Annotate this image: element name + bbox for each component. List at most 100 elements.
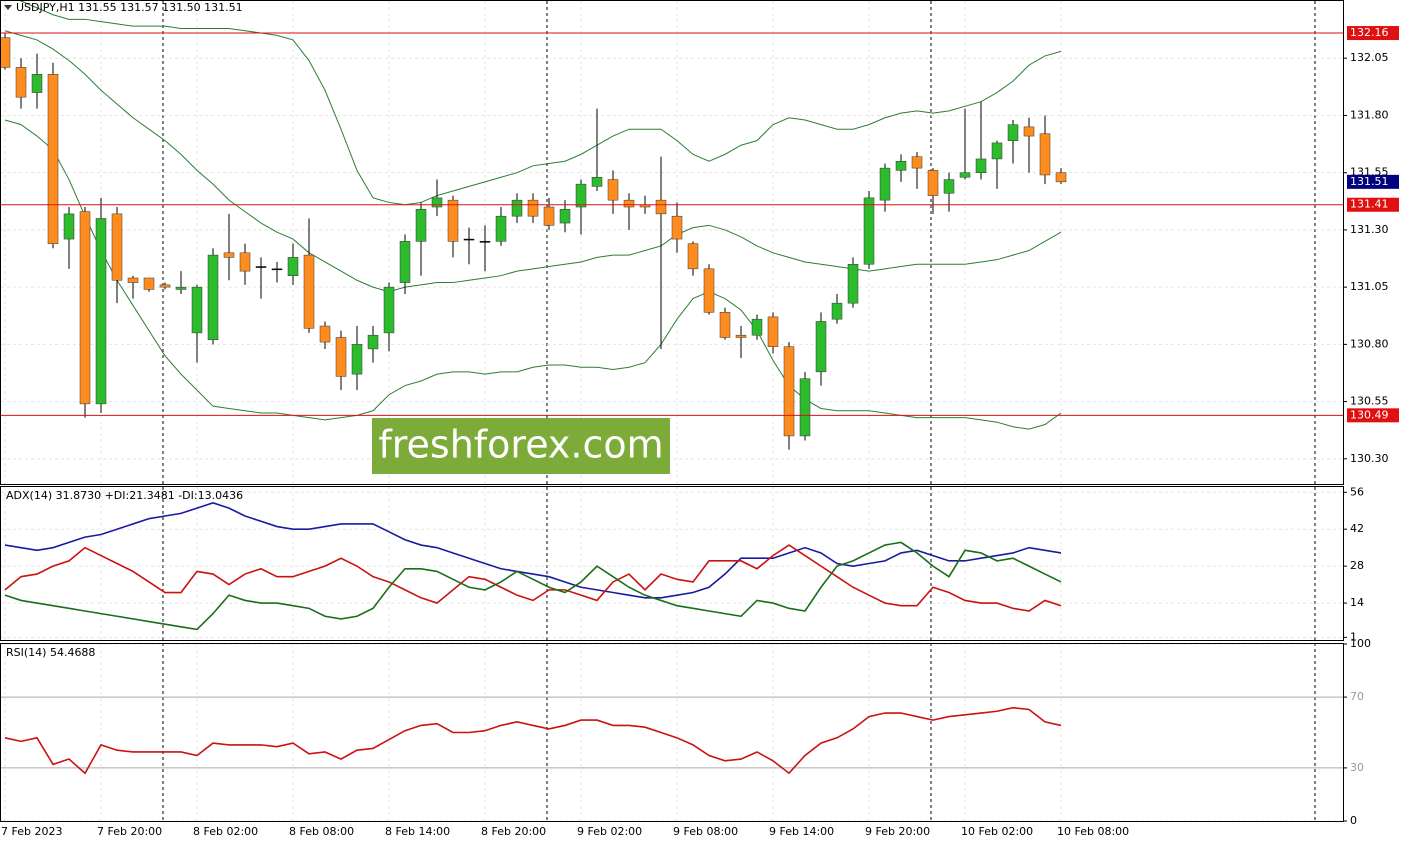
candle-body (367, 334, 379, 350)
y-tick-label: 30 (1350, 761, 1364, 774)
adx-title: ADX(14) 31.8730 +DI:21.3481 -DI:13.0436 (6, 489, 243, 502)
panel-content (1, 491, 1343, 638)
candle-body (719, 312, 731, 338)
candle-body (927, 170, 939, 196)
candle-body (319, 325, 331, 343)
candle-body (735, 334, 747, 338)
chart-title: USDJPY,H1 131.55 131.57 131.50 131.51 (16, 1, 243, 14)
panel-content (1, 644, 1343, 821)
candle-body (127, 277, 139, 283)
series-line (4, 30, 1062, 293)
candle-body (239, 252, 251, 272)
candle-body (511, 199, 523, 217)
last-price-tag (1347, 174, 1399, 189)
candle-body (943, 179, 955, 194)
candle-body (15, 67, 27, 98)
candle-body (607, 179, 619, 201)
y-tick-label: 131.30 (1350, 223, 1389, 236)
y-tick-label: 100 (1350, 637, 1371, 650)
candle-body (879, 167, 891, 201)
y-tick-label: 131.05 (1350, 280, 1389, 293)
candle-body (783, 346, 795, 437)
candle-body (383, 286, 395, 334)
candle-body (1007, 124, 1019, 141)
last-price-label: 131.51 (1350, 175, 1389, 188)
candle-body (559, 209, 571, 224)
rsi-panel (0, 643, 1344, 822)
candle-body (415, 209, 427, 242)
series-line (20, 1, 1062, 206)
x-tick-label: 8 Feb 20:00 (481, 825, 546, 838)
y-tick-label: 1 (1350, 630, 1357, 643)
candle-body (287, 257, 299, 276)
series-line (4, 544, 1062, 612)
candle-body (863, 197, 875, 265)
y-tick-label: 132.05 (1350, 51, 1389, 64)
level-label: 131.41 (1350, 198, 1389, 211)
candle-body (911, 156, 923, 169)
watermark-box (372, 418, 670, 474)
y-tick-label: 131.80 (1350, 108, 1389, 121)
x-tick-label: 8 Feb 08:00 (289, 825, 354, 838)
x-tick-label: 8 Feb 02:00 (193, 825, 258, 838)
candle-body (95, 218, 107, 405)
candle-body (191, 286, 203, 334)
candle-body (447, 199, 459, 242)
candle-body (655, 199, 667, 215)
candle-body (767, 316, 779, 347)
symbol-icon (4, 5, 12, 10)
candle-body (687, 243, 699, 270)
candle-body (959, 172, 971, 178)
candle-body (895, 160, 907, 171)
candle-body (831, 302, 843, 320)
candle-body (991, 142, 1003, 160)
candle-body (63, 213, 75, 240)
candle-body (479, 241, 491, 243)
series-line (4, 119, 1062, 430)
candle-body (623, 199, 635, 208)
series-line (4, 541, 1062, 631)
candle-body (463, 238, 475, 241)
candle-body (543, 206, 555, 226)
y-tick-label: 42 (1350, 522, 1364, 535)
candle-body (1039, 133, 1051, 176)
x-tick-label: 10 Feb 02:00 (961, 825, 1033, 838)
candle-body (47, 74, 59, 244)
y-tick-label: 130.55 (1350, 395, 1389, 408)
level-tag (1347, 408, 1399, 423)
level-label: 130.49 (1350, 408, 1389, 421)
x-tick-label: 7 Feb 20:00 (97, 825, 162, 838)
y-tick-label: 130.80 (1350, 337, 1389, 350)
candle-body (351, 344, 363, 375)
candle-body (1, 37, 11, 68)
x-tick-label: 10 Feb 08:00 (1057, 825, 1129, 838)
candle-body (751, 318, 763, 336)
candle-body (207, 254, 219, 341)
candle-body (847, 263, 859, 304)
candle-body (79, 211, 91, 405)
candle-body (159, 284, 171, 288)
x-tick-label: 9 Feb 08:00 (673, 825, 738, 838)
y-tick-label: 70 (1350, 690, 1364, 703)
candle-body (111, 213, 123, 281)
y-tick-label: 130.30 (1350, 452, 1389, 465)
candle-body (175, 286, 187, 290)
candle-body (431, 197, 443, 208)
level-tag (1347, 197, 1399, 212)
watermark: freshforex.com (378, 423, 663, 467)
candle-body (575, 183, 587, 208)
y-tick-label: 56 (1350, 485, 1364, 498)
candle-body (527, 199, 539, 217)
candle-body (1023, 126, 1035, 137)
candle-body (271, 268, 283, 271)
adx-panel (0, 486, 1344, 641)
panel-content (1, 1, 1343, 460)
x-tick-label: 9 Feb 14:00 (769, 825, 834, 838)
y-tick-label: 28 (1350, 559, 1364, 572)
candle-body (1055, 172, 1067, 183)
candle-body (495, 215, 507, 242)
level-tag (1347, 26, 1399, 41)
candle-body (223, 252, 235, 258)
